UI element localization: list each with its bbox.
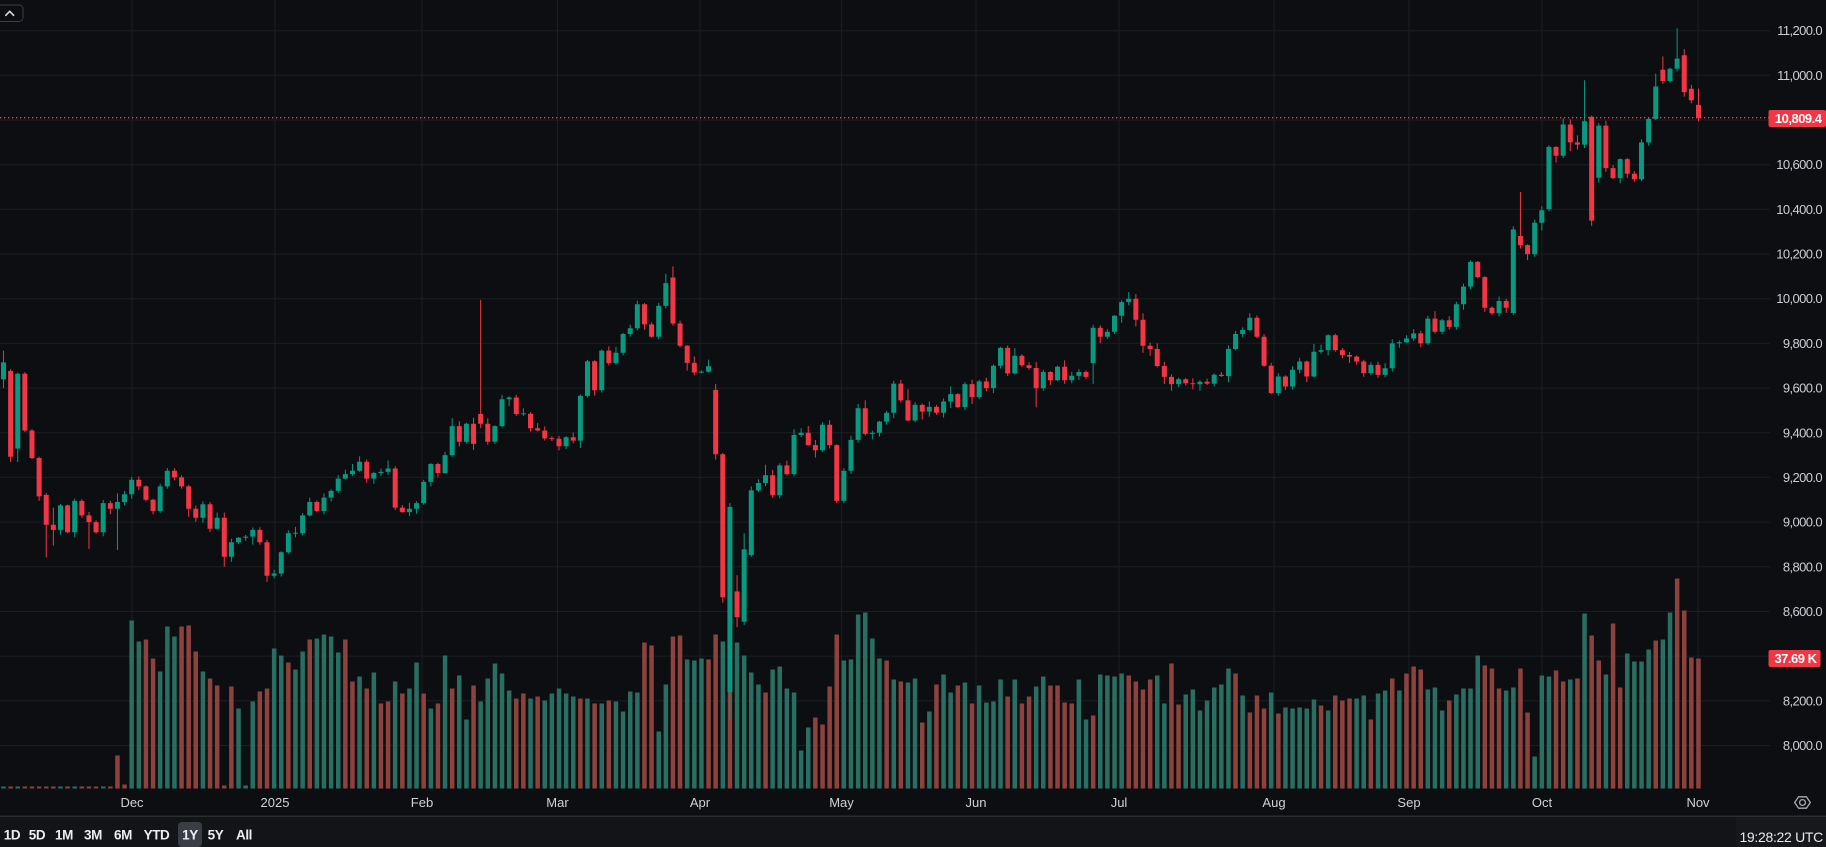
svg-text:YTD: YTD [144, 828, 170, 843]
svg-text:9,400.0: 9,400.0 [1783, 425, 1823, 440]
svg-text:10,400.0: 10,400.0 [1776, 202, 1822, 217]
svg-text:10,809.4: 10,809.4 [1775, 111, 1823, 126]
svg-text:May: May [829, 795, 854, 810]
svg-text:Apr: Apr [690, 795, 711, 810]
svg-text:8,800.0: 8,800.0 [1783, 559, 1823, 574]
svg-text:11,200.0: 11,200.0 [1777, 23, 1822, 38]
svg-text:5D: 5D [29, 828, 46, 843]
svg-text:9,200.0: 9,200.0 [1783, 470, 1823, 485]
svg-text:8,200.0: 8,200.0 [1783, 693, 1823, 708]
svg-text:Dec: Dec [120, 795, 144, 810]
svg-text:Mar: Mar [546, 795, 569, 810]
svg-text:Jul: Jul [1111, 795, 1128, 810]
svg-text:10,200.0: 10,200.0 [1776, 247, 1822, 262]
svg-text:Aug: Aug [1262, 795, 1285, 810]
svg-text:Oct: Oct [1532, 795, 1553, 810]
svg-text:8,000.0: 8,000.0 [1783, 738, 1823, 753]
svg-text:Sep: Sep [1397, 795, 1420, 810]
svg-text:9,600.0: 9,600.0 [1783, 381, 1823, 396]
svg-text:1D: 1D [4, 828, 21, 843]
svg-text:2025: 2025 [261, 795, 290, 810]
svg-text:Feb: Feb [411, 795, 433, 810]
svg-text:1Y: 1Y [182, 828, 198, 843]
svg-text:3M: 3M [84, 828, 102, 843]
svg-text:10,000.0: 10,000.0 [1776, 291, 1822, 306]
svg-text:Jun: Jun [966, 795, 987, 810]
svg-text:10,600.0: 10,600.0 [1776, 157, 1822, 172]
svg-text:37.69 K: 37.69 K [1774, 651, 1817, 666]
svg-text:All: All [236, 828, 252, 843]
svg-text:9,800.0: 9,800.0 [1783, 336, 1823, 351]
svg-text:6M: 6M [114, 828, 132, 843]
svg-text:1M: 1M [55, 828, 73, 843]
svg-text:5Y: 5Y [208, 828, 224, 843]
svg-text:19:28:22 UTC: 19:28:22 UTC [1739, 829, 1823, 845]
svg-text:11,000.0: 11,000.0 [1777, 68, 1822, 83]
svg-text:Nov: Nov [1686, 795, 1710, 810]
svg-text:9,000.0: 9,000.0 [1783, 515, 1823, 530]
svg-text:8,600.0: 8,600.0 [1783, 604, 1823, 619]
